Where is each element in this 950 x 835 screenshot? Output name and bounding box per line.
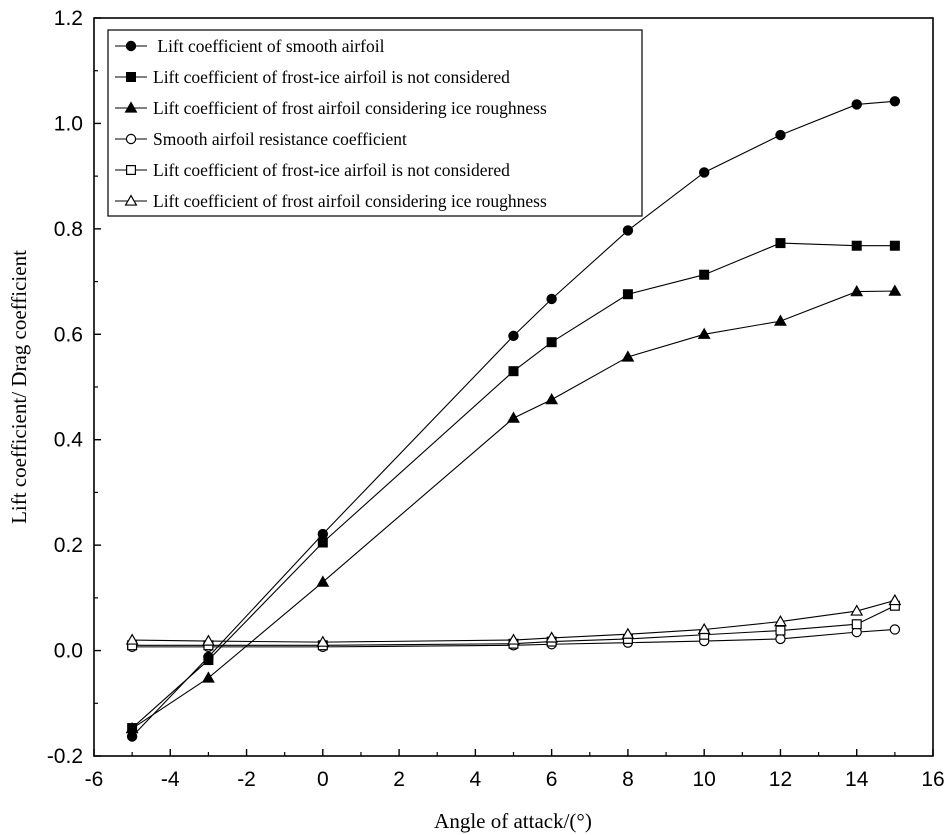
y-tick-label: 0.4 — [54, 429, 84, 452]
legend-marker-square — [125, 165, 136, 176]
data-point-triangle — [201, 634, 215, 646]
legend-entry: Lift coefficient of frost-ice airfoil is… — [115, 67, 510, 87]
x-tick-label: 0 — [317, 768, 329, 791]
x-tick-label: 8 — [622, 768, 634, 791]
legend-marker-circle — [125, 40, 137, 52]
data-point-triangle — [316, 635, 330, 647]
legend-label: Lift coefficient of frost airfoil consid… — [153, 98, 547, 118]
y-axis-title: Lift coefficient/ Drag coefficient — [7, 250, 31, 524]
data-point-square — [317, 537, 328, 548]
data-point-circle — [851, 99, 862, 110]
data-point-circle — [698, 167, 710, 178]
data-point-square — [699, 269, 710, 280]
data-point-circle — [546, 293, 557, 305]
legend: Lift coefficient of smooth airfoil Lift c… — [107, 29, 643, 217]
legend-label: Lift coefficient of frost-ice airfoil is… — [153, 160, 510, 180]
data-point-triangle — [621, 350, 635, 362]
legend-entry: Lift coefficient of frost-ice airfoil is… — [115, 160, 510, 180]
data-point-triangle — [888, 593, 902, 606]
series-6 — [125, 593, 902, 647]
data-point-triangle — [125, 633, 139, 645]
legend-marker-triangle — [124, 101, 138, 113]
legend-label: Lift coefficient of frost-ice airfoil is… — [153, 67, 510, 87]
data-point-square — [775, 625, 786, 636]
data-point-triangle — [621, 627, 635, 639]
data-point-circle — [889, 624, 901, 635]
legend-box — [107, 29, 643, 217]
legend-label: Lift coefficient of frost airfoil consid… — [153, 191, 547, 211]
data-point-square — [508, 366, 519, 377]
data-point-circle — [889, 96, 901, 107]
data-point-triangle — [545, 631, 559, 643]
x-tick-label: 16 — [921, 768, 944, 791]
x-tick-label: 12 — [769, 768, 792, 791]
data-point-square — [775, 238, 786, 249]
series-line — [132, 628, 895, 648]
series-2 — [127, 238, 900, 734]
y-tick-label: 0.6 — [54, 323, 83, 346]
axis-tick-labels: -6 -4 -2 0 2 4 6 8 10 12 14 16 -0.2 0.0 0.2 0.4 0.6 0.8 1.… — [47, 7, 945, 791]
legend-label: Smooth airfoil resistance coefficient — [153, 129, 407, 149]
legend-marker-triangle — [124, 194, 138, 206]
data-point-triangle — [697, 622, 711, 635]
x-tick-label: -2 — [237, 768, 256, 791]
data-point-square — [851, 619, 862, 630]
data-point-triangle — [316, 575, 330, 587]
data-point-square — [851, 240, 862, 251]
data-point-triangle — [545, 393, 559, 405]
x-tick-label: 4 — [470, 768, 482, 791]
data-point-circle — [508, 330, 519, 342]
series-line — [131, 242, 895, 729]
legend-entry: Lift coefficient of frost airfoil consid… — [115, 191, 547, 211]
data-point-square — [546, 337, 557, 348]
y-tick-label: 0.8 — [54, 218, 83, 241]
legend-marker-circle — [125, 133, 137, 145]
data-point-square — [203, 655, 214, 666]
series-line — [132, 605, 896, 646]
data-point-square — [889, 240, 900, 251]
data-point-triangle — [507, 411, 520, 423]
legend-entry: Smooth airfoil resistance coefficient — [115, 129, 407, 149]
legend-label: Lift coefficient of smooth airfoil — [153, 36, 385, 56]
x-tick-label: -6 — [85, 768, 104, 791]
series-line — [131, 290, 895, 730]
series-line — [131, 100, 895, 737]
x-axis-title: Angle of attack/(°) — [434, 809, 592, 833]
data-point-circle — [126, 731, 138, 742]
data-point-triangle — [697, 327, 711, 339]
series-3 — [125, 284, 902, 734]
data-point-triangle — [774, 314, 787, 326]
x-tick-label: -4 — [161, 768, 180, 791]
data-point-triangle — [507, 633, 520, 645]
data-point-triangle — [201, 671, 215, 683]
x-tick-label: 6 — [546, 768, 558, 791]
legend-entry: Lift coefficient of frost airfoil consid… — [115, 98, 547, 118]
data-point-triangle — [125, 721, 139, 734]
data-point-circle — [622, 225, 634, 236]
data-point-circle — [317, 528, 329, 540]
data-point-triangle — [774, 614, 787, 627]
series-line — [132, 599, 896, 643]
legend-marker-square — [125, 71, 136, 82]
x-tick-label: 2 — [393, 768, 405, 791]
data-point-triangle — [850, 604, 864, 616]
data-point-circle — [775, 129, 786, 141]
series-layer — [125, 96, 902, 742]
y-tick-label: 0.0 — [54, 640, 83, 663]
y-tick-label: 1.2 — [54, 7, 83, 30]
y-tick-label: 1.0 — [54, 112, 83, 135]
data-point-triangle — [888, 284, 902, 296]
x-tick-label: 10 — [693, 768, 716, 791]
data-point-triangle — [850, 284, 864, 297]
y-tick-label: -0.2 — [47, 745, 83, 768]
x-tick-label: 14 — [845, 768, 869, 791]
y-tick-label: 0.2 — [54, 534, 83, 557]
data-point-circle — [775, 633, 786, 645]
axis-ticks — [93, 17, 934, 757]
data-point-square — [622, 289, 633, 300]
legend-entry: Lift coefficient of smooth airfoil — [115, 36, 385, 56]
